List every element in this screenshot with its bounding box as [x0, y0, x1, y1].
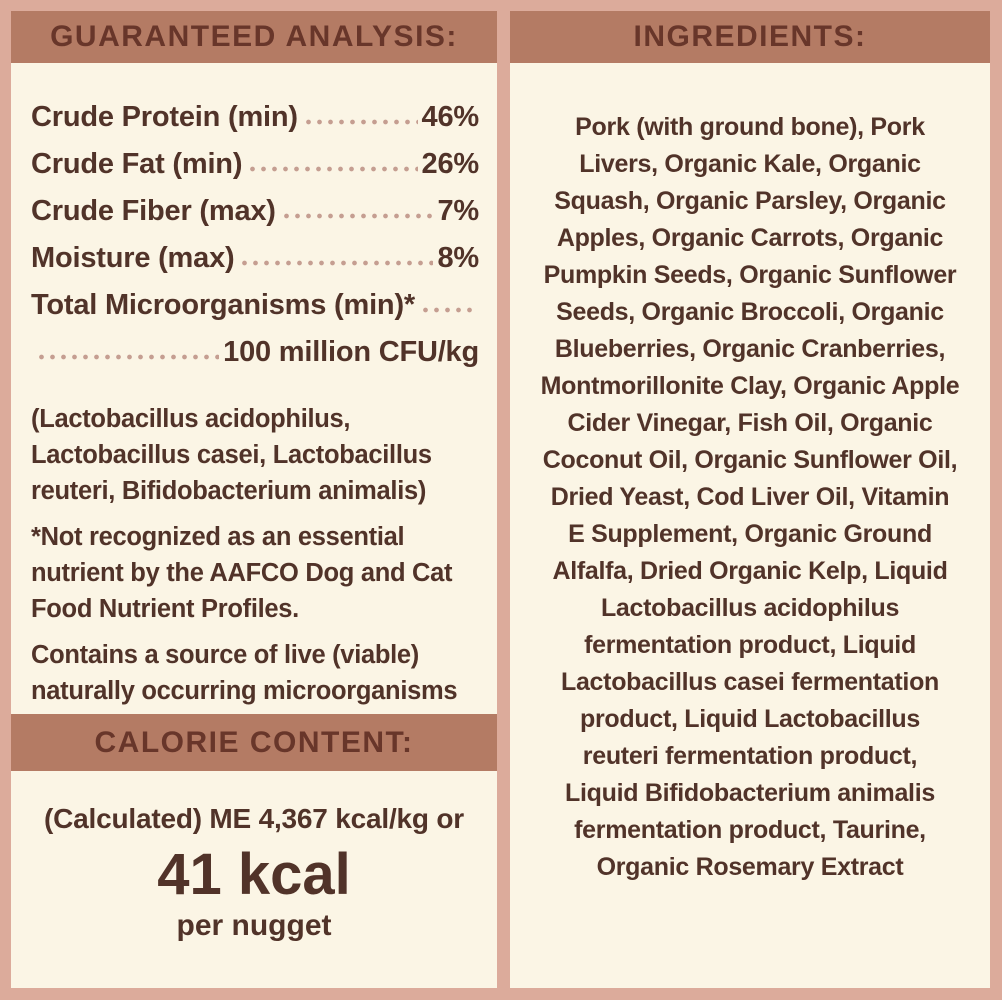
analysis-row-moisture: Moisture (max) 8%: [31, 228, 479, 275]
analysis-row-value: 26%: [421, 148, 480, 180]
calorie-calculated-line: (Calculated) ME 4,367 kcal/kg or: [44, 803, 464, 834]
dotted-leader: [280, 212, 434, 220]
analysis-row-label: Total Microorganisms (min)*: [31, 289, 415, 321]
calorie-content-header: CALORIE CONTENT:: [11, 714, 497, 771]
analysis-row-value: 7%: [437, 195, 479, 227]
ingredients-panel: Pork (with ground bone), Pork Livers, Or…: [510, 63, 990, 988]
analysis-row-label: Crude Protein (min): [31, 101, 298, 133]
dotted-leader: [239, 259, 434, 267]
analysis-row-value: 100 million CFU/kg: [223, 336, 479, 368]
analysis-row-crude-fiber: Crude Fiber (max) 7%: [31, 181, 479, 228]
analysis-row-value: 46%: [421, 101, 480, 133]
aafco-footnote: *Not recognized as an essential nutrient…: [31, 523, 453, 623]
analysis-row-label: Crude Fiber (max): [31, 195, 276, 227]
right-column: INGREDIENTS: Pork (with ground bone), Po…: [510, 11, 990, 988]
dotted-leader: [247, 165, 418, 173]
analysis-row-label: Moisture (max): [31, 242, 235, 274]
dotted-leader: [36, 353, 220, 361]
analysis-row-crude-protein: Crude Protein (min) 46%: [31, 87, 479, 134]
ingredients-title: INGREDIENTS:: [633, 20, 867, 53]
guaranteed-analysis-panel: Crude Protein (min) 46% Crude Fat (min) …: [11, 63, 497, 714]
ingredients-header: INGREDIENTS:: [510, 11, 990, 63]
analysis-row-microorganisms-value: 100 million CFU/kg: [31, 322, 479, 369]
calorie-per-nugget-value: 41 kcal: [157, 842, 351, 907]
analysis-row-crude-fat: Crude Fat (min) 26%: [31, 134, 479, 181]
dotted-leader: [302, 118, 418, 126]
left-column: GUARANTEED ANALYSIS: Crude Protein (min)…: [11, 11, 497, 988]
analysis-row-label: Crude Fat (min): [31, 148, 243, 180]
guaranteed-analysis-title: GUARANTEED ANALYSIS:: [50, 20, 458, 53]
calorie-content-panel: (Calculated) ME 4,367 kcal/kg or 41 kcal…: [11, 771, 497, 988]
analysis-row-microorganisms-label: Total Microorganisms (min)*: [31, 275, 479, 322]
ingredients-list: Pork (with ground bone), Pork Livers, Or…: [540, 113, 960, 881]
calorie-content-title: CALORIE CONTENT:: [94, 725, 414, 759]
calorie-per-nugget-unit: per nugget: [176, 909, 332, 942]
dotted-leader: [420, 306, 475, 314]
guaranteed-analysis-header: GUARANTEED ANALYSIS:: [11, 11, 497, 63]
probiotic-strains-note: (Lactobacillus acidophilus, Lactobacillu…: [31, 405, 432, 505]
live-microorganisms-note: Contains a source of live (viable) natur…: [31, 641, 458, 705]
analysis-row-value: 8%: [437, 242, 479, 274]
